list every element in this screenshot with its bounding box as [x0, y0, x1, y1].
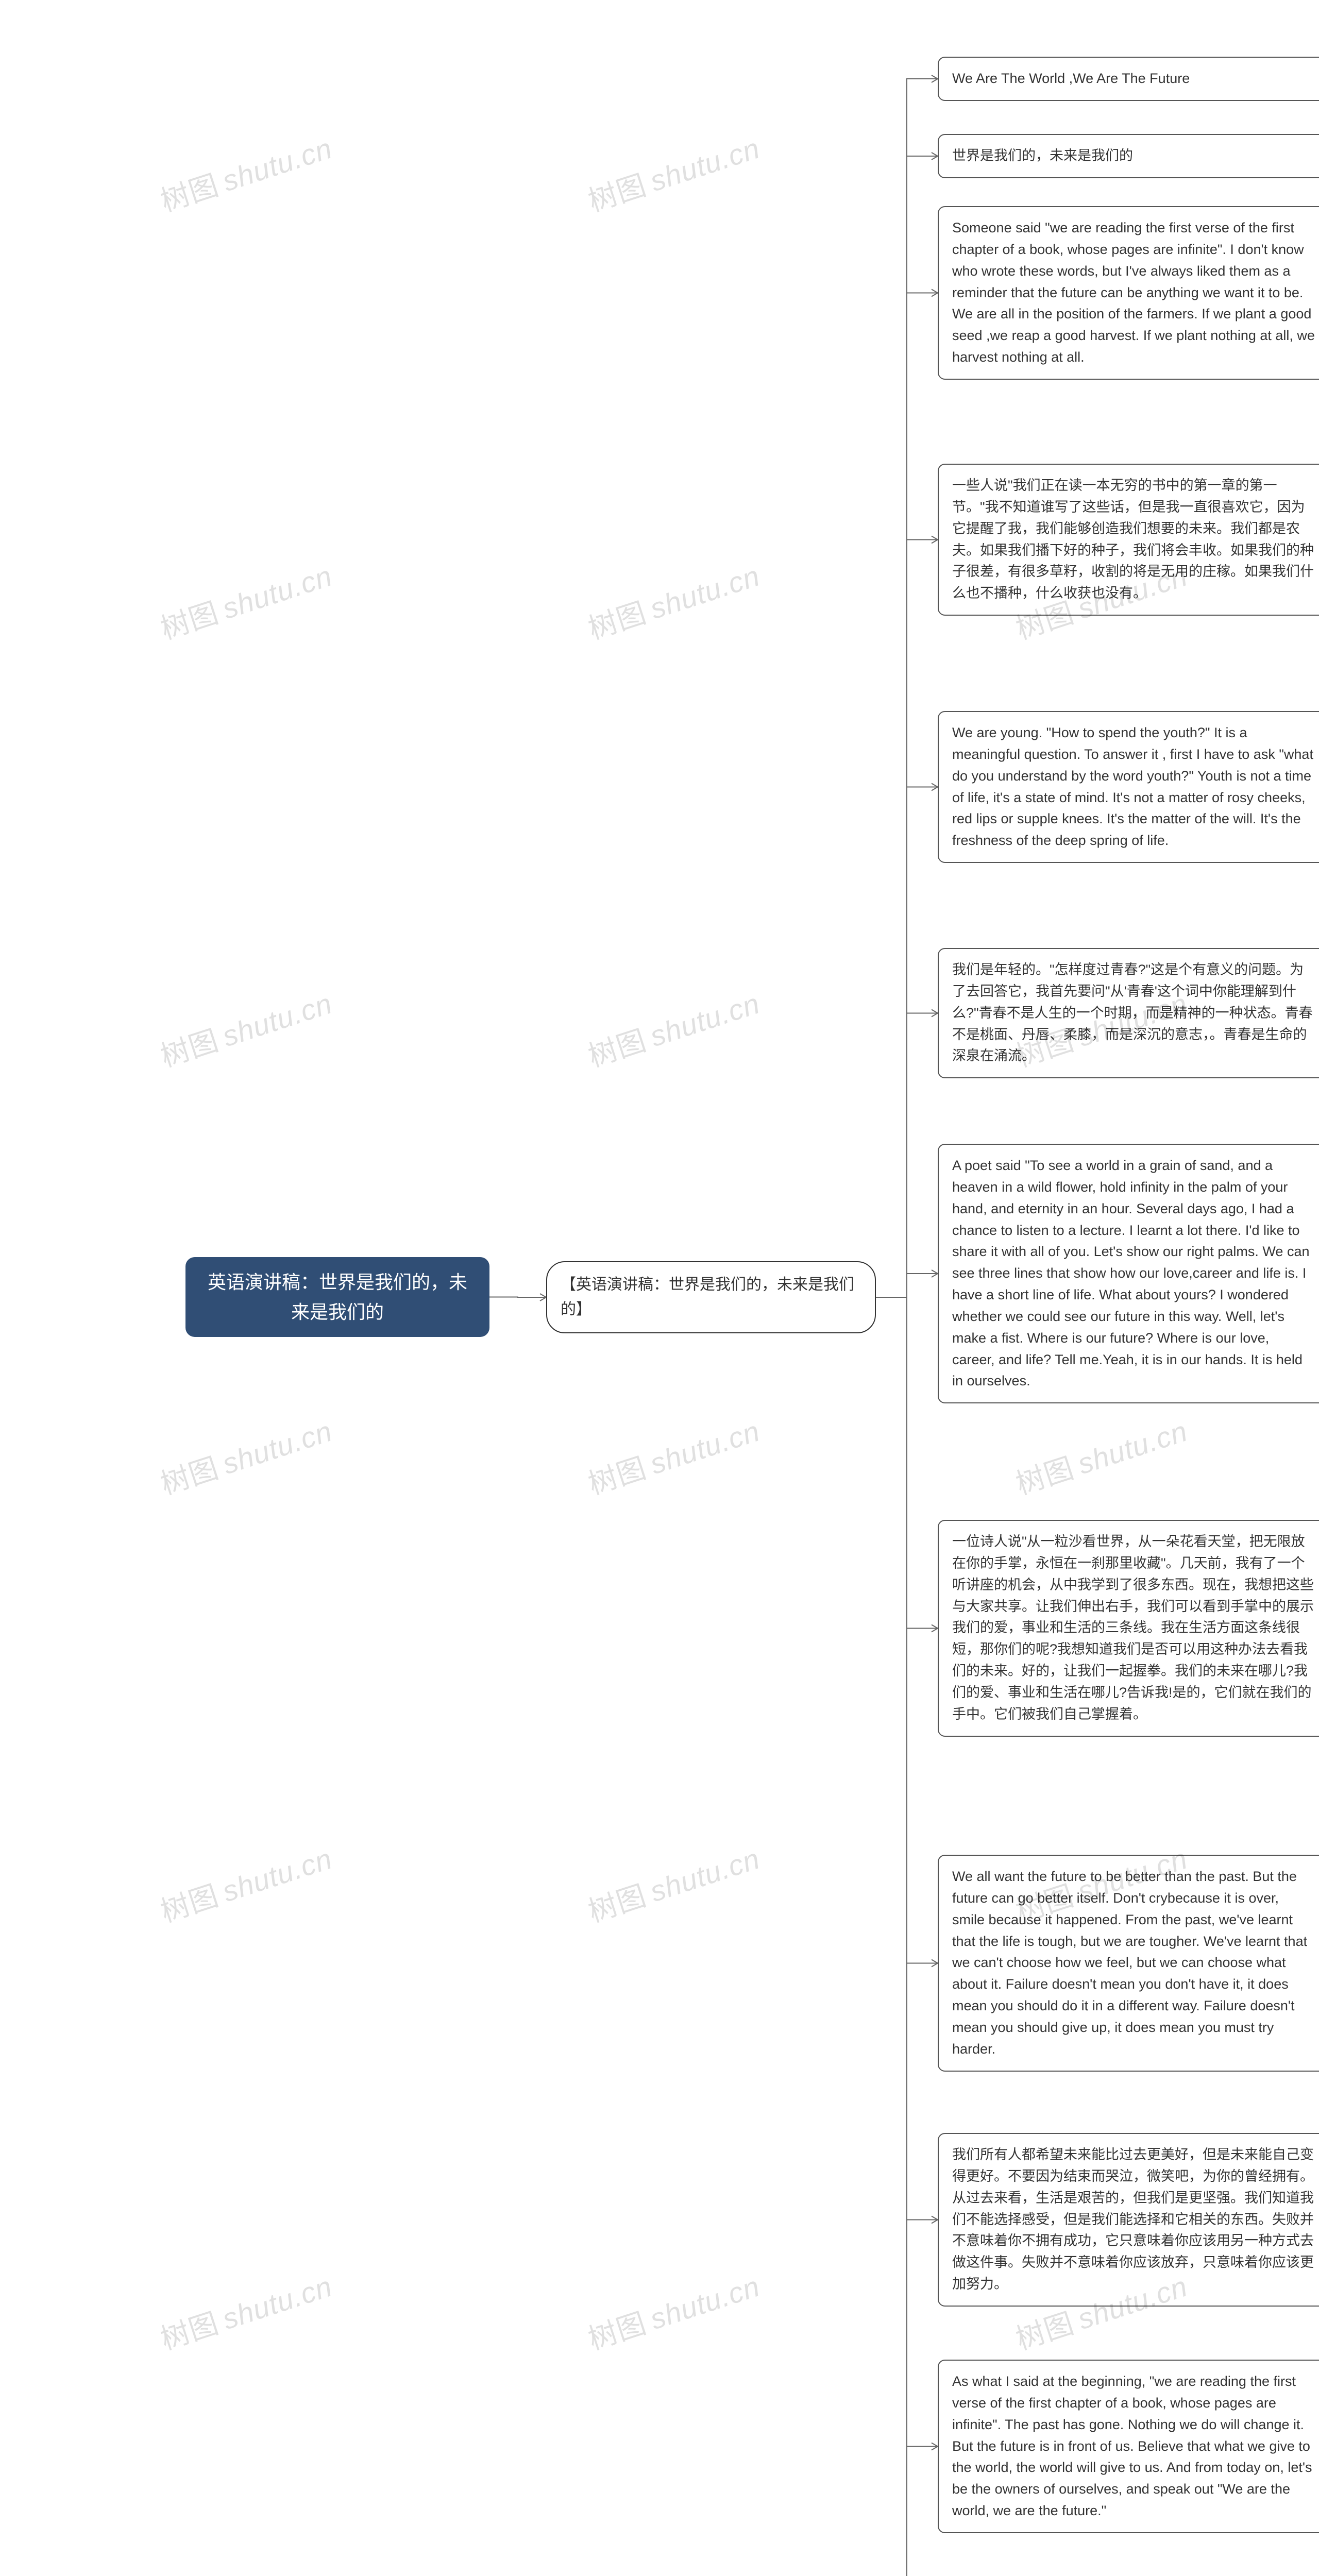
watermark: 树图shutu.cn — [582, 1836, 765, 1930]
leaf-node: We are young. "How to spend the youth?" … — [938, 711, 1319, 863]
leaf-text: 我们是年轻的。"怎样度过青春?"这是个有意义的问题。为了去回答它，我首先要问"从… — [952, 962, 1313, 1063]
leaf-node: We Are The World ,We Are The Future — [938, 57, 1319, 101]
watermark: 树图shutu.cn — [155, 1408, 337, 1503]
watermark: 树图shutu.cn — [155, 980, 337, 1075]
leaf-text: 我们所有人都希望未来能比过去更美好，但是未来能自己变得更好。不要因为结束而哭泣，… — [952, 2147, 1314, 2292]
watermark: 树图shutu.cn — [582, 125, 765, 220]
leaf-text: Someone said "we are reading the first v… — [952, 220, 1315, 365]
leaf-node: 世界是我们的，未来是我们的 — [938, 134, 1319, 178]
leaf-text: As what I said at the beginning, "we are… — [952, 2374, 1312, 2518]
leaf-text: We Are The World ,We Are The Future — [952, 71, 1190, 86]
watermark: 树图shutu.cn — [155, 553, 337, 648]
leaf-text: A poet said "To see a world in a grain o… — [952, 1158, 1309, 1388]
watermark: 树图shutu.cn — [155, 125, 337, 220]
leaf-node: 我们所有人都希望未来能比过去更美好，但是未来能自己变得更好。不要因为结束而哭泣，… — [938, 2133, 1319, 2307]
watermark: 树图shutu.cn — [582, 2263, 765, 2358]
leaf-text: We all want the future to be better than… — [952, 1869, 1307, 2057]
leaf-node: A poet said "To see a world in a grain o… — [938, 1144, 1319, 1403]
leaf-text: We are young. "How to spend the youth?" … — [952, 725, 1313, 848]
watermark: 树图shutu.cn — [582, 1408, 765, 1503]
leaf-node: We all want the future to be better than… — [938, 1855, 1319, 2072]
leaf-node: Someone said "we are reading the first v… — [938, 206, 1319, 380]
mid-node: 【英语演讲稿：世界是我们的，未来是我们的】 — [546, 1261, 876, 1333]
watermark: 树图shutu.cn — [155, 2263, 337, 2358]
watermark: 树图shutu.cn — [582, 553, 765, 648]
leaf-text: 世界是我们的，未来是我们的 — [952, 148, 1133, 163]
leaf-text: 一些人说"我们正在读一本无穷的书中的第一章的第一节。"我不知道谁写了这些话，但是… — [952, 478, 1314, 601]
leaf-node: 一位诗人说"从一粒沙看世界，从一朵花看天堂，把无限放在你的手掌，永恒在一刹那里收… — [938, 1520, 1319, 1737]
watermark: 树图shutu.cn — [1010, 1408, 1192, 1503]
watermark: 树图shutu.cn — [582, 980, 765, 1075]
root-node: 英语演讲稿：世界是我们的，未来是我们的 — [185, 1257, 489, 1337]
watermark: 树图shutu.cn — [155, 1836, 337, 1930]
leaf-node: 一些人说"我们正在读一本无穷的书中的第一章的第一节。"我不知道谁写了这些话，但是… — [938, 464, 1319, 616]
leaf-node: As what I said at the beginning, "we are… — [938, 2360, 1319, 2533]
leaf-text: 一位诗人说"从一粒沙看世界，从一朵花看天堂，把无限放在你的手掌，永恒在一刹那里收… — [952, 1534, 1314, 1722]
leaf-node: 我们是年轻的。"怎样度过青春?"这是个有意义的问题。为了去回答它，我首先要问"从… — [938, 948, 1319, 1078]
